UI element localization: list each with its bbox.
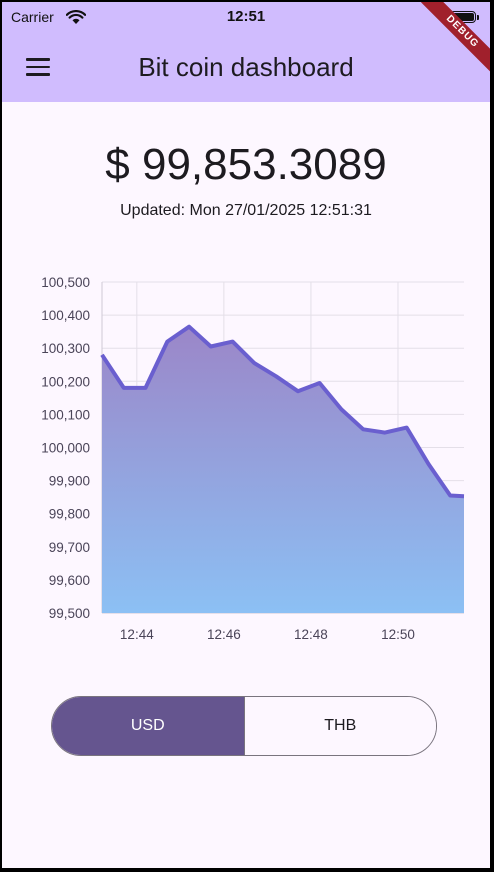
y-tick-label: 100,200 <box>41 374 90 389</box>
y-axis-ticks: 100,500 100,400 100,300 100,200 100,100 100,0… <box>41 275 90 621</box>
y-tick-label: 99,700 <box>49 540 90 555</box>
app-bar: Carrier 12:51 DEBUG Bit coin dashboard <box>2 2 490 102</box>
chart-area <box>102 326 464 613</box>
battery-tip-icon <box>477 15 479 20</box>
price-chart: 100,500 100,400 100,300 100,200 100,100 100,0… <box>41 275 465 642</box>
x-tick-label: 12:50 <box>381 627 415 642</box>
currency-usd-button[interactable]: USD <box>52 697 244 755</box>
wifi-icon <box>66 10 86 24</box>
x-tick-label: 12:46 <box>207 627 241 642</box>
x-axis-ticks: 12:44 12:46 12:48 12:50 <box>120 627 415 642</box>
status-time: 12:51 <box>226 8 266 25</box>
y-tick-label: 100,400 <box>41 308 90 323</box>
y-tick-label: 99,900 <box>49 474 90 489</box>
y-tick-label: 99,800 <box>49 507 90 522</box>
currency-toggle: USD THB <box>51 696 437 756</box>
y-tick-label: 100,300 <box>41 341 90 356</box>
y-tick-label: 100,100 <box>41 407 90 422</box>
chart-line <box>100 324 465 499</box>
updated-timestamp: Updated: Mon 27/01/2025 12:51:31 <box>120 202 372 219</box>
currency-thb-button[interactable]: THB <box>243 697 436 755</box>
y-tick-label: 99,600 <box>49 573 90 588</box>
menu-icon[interactable] <box>26 58 50 76</box>
price-value: $ 99,853.3089 <box>105 140 387 189</box>
status-bar: Carrier 12:51 <box>2 2 490 34</box>
carrier-label: Carrier <box>11 9 54 25</box>
y-tick-label: 100,000 <box>41 441 90 456</box>
y-tick-label: 100,500 <box>41 275 90 290</box>
x-tick-label: 12:44 <box>120 627 154 642</box>
y-tick-label: 99,500 <box>49 606 90 621</box>
x-tick-label: 12:48 <box>294 627 328 642</box>
page-title: Bit coin dashboard <box>138 52 354 82</box>
